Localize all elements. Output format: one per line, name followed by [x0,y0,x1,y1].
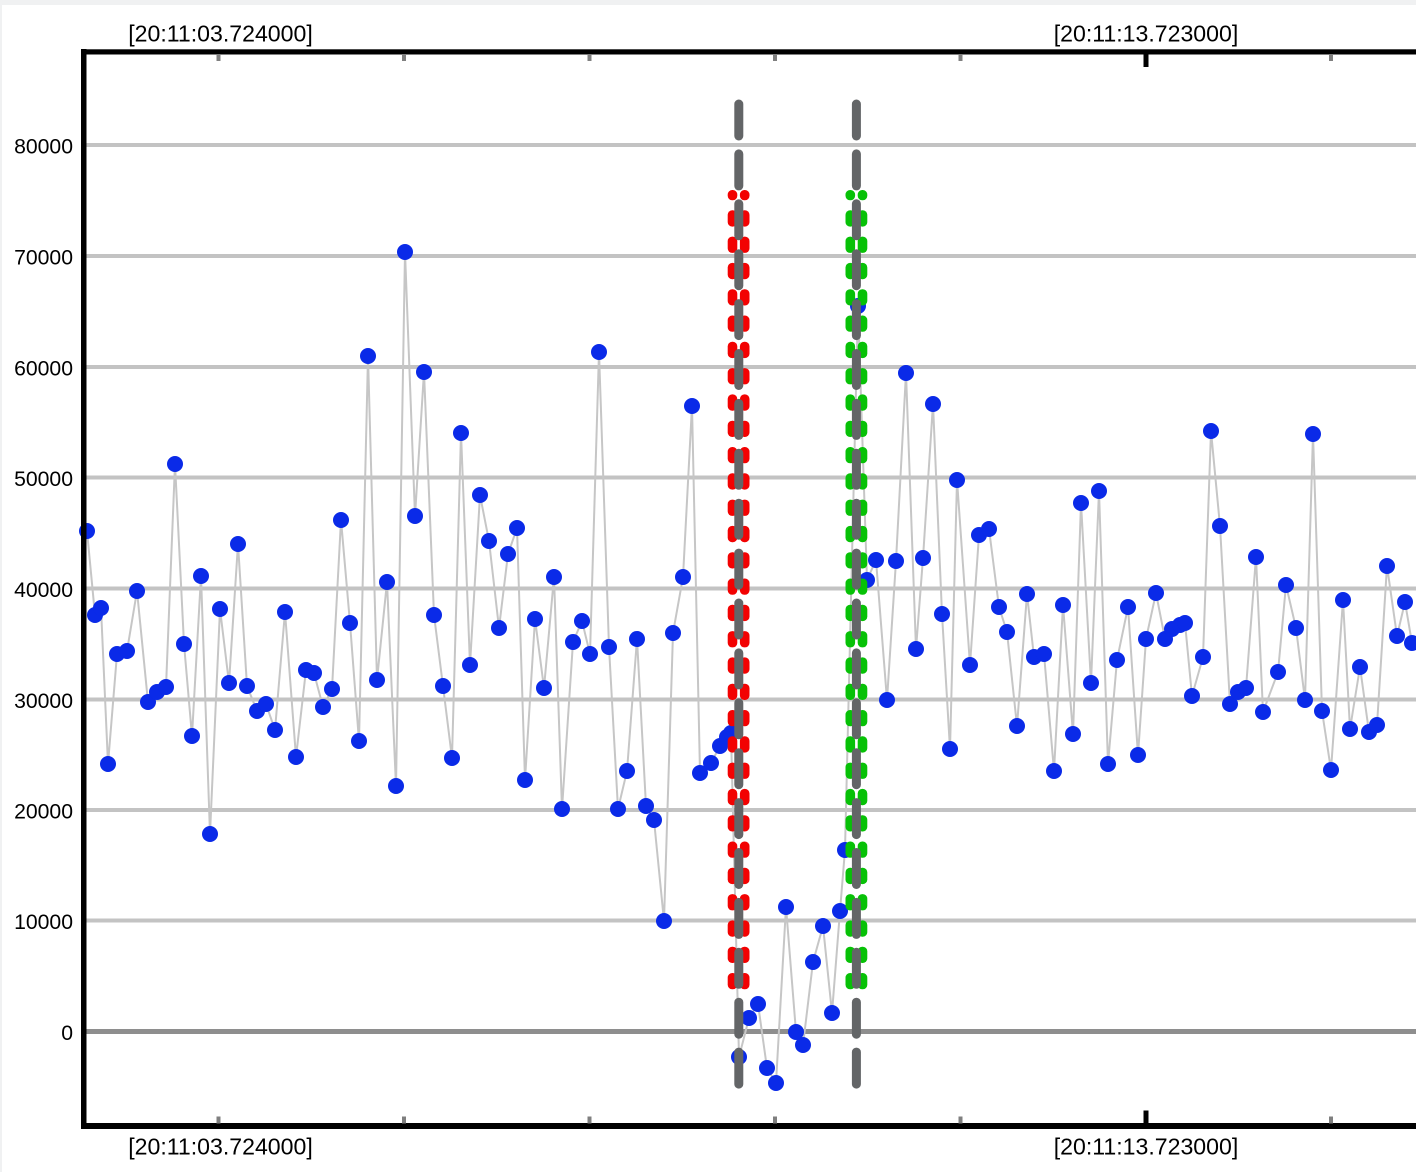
svg-text:[20:11:03.724000]: [20:11:03.724000] [128,1134,313,1160]
svg-text:60000: 60000 [14,358,73,381]
svg-text:[20:11:13.723000]: [20:11:13.723000] [1054,1134,1239,1160]
svg-text:80000: 80000 [14,136,73,159]
svg-text:10000: 10000 [14,911,73,934]
svg-text:70000: 70000 [14,247,73,270]
svg-text:[20:11:13.723000]: [20:11:13.723000] [1054,21,1239,47]
svg-text:0: 0 [61,1022,73,1045]
svg-text:40000: 40000 [14,579,73,602]
svg-text:[20:11:03.724000]: [20:11:03.724000] [128,21,313,47]
svg-text:30000: 30000 [14,690,73,713]
svg-text:20000: 20000 [14,801,73,824]
svg-text:50000: 50000 [14,468,73,491]
